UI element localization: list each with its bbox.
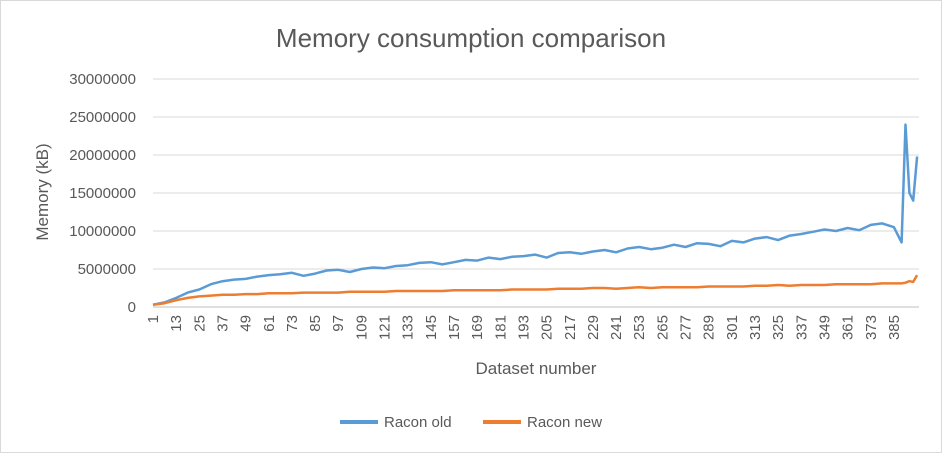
x-tick-label: 217 (562, 315, 579, 340)
x-tick-label: 61 (261, 315, 278, 332)
x-tick-label: 277 (678, 315, 695, 340)
x-tick-label: 181 (492, 315, 509, 340)
x-tick-label: 349 (816, 315, 833, 340)
x-tick-label: 49 (238, 315, 255, 332)
x-tick-label: 265 (654, 315, 671, 340)
x-tick-label: 301 (724, 315, 741, 340)
series-lines (152, 123, 919, 306)
x-tick-label: 289 (701, 315, 718, 340)
x-tick-label: 157 (446, 315, 463, 340)
x-tick-label: 37 (214, 315, 231, 332)
x-tick-label: 313 (747, 315, 764, 340)
legend-label-racon-new: Racon new (527, 414, 602, 431)
x-tick-label: 205 (539, 315, 556, 340)
legend: Racon old Racon new (340, 414, 602, 431)
x-tick-label: 229 (585, 315, 602, 340)
x-tick-label: 193 (515, 315, 532, 340)
x-tick-label: 241 (608, 315, 625, 340)
y-tick-label: 0 (128, 299, 136, 316)
x-axis-ticks: 1 13 25 37 49 61 73 85 97 109 121 133 145 157 169 181 19… (145, 315, 903, 340)
x-tick-label: 73 (284, 315, 301, 332)
x-axis-title: Dataset number (476, 359, 597, 378)
y-tick-label: 5000000 (78, 261, 136, 278)
y-tick-label: 10000000 (69, 223, 136, 240)
y-axis-title: Memory (kB) (33, 143, 52, 240)
x-tick-label: 325 (770, 315, 787, 340)
series-line-racon-new (152, 274, 919, 306)
x-tick-label: 97 (330, 315, 347, 332)
legend-label-racon-old: Racon old (384, 414, 452, 431)
x-tick-label: 85 (307, 315, 324, 332)
x-tick-label: 145 (423, 315, 440, 340)
chart-title: Memory consumption comparison (276, 23, 666, 53)
gridlines (153, 78, 919, 270)
x-tick-label: 121 (377, 315, 394, 340)
y-tick-label: 15000000 (69, 185, 136, 202)
x-tick-label: 133 (400, 315, 417, 340)
x-tick-label: 253 (631, 315, 648, 340)
y-tick-label: 30000000 (69, 71, 136, 88)
x-tick-label: 1 (145, 315, 162, 323)
x-tick-label: 373 (863, 315, 880, 340)
x-tick-label: 109 (353, 315, 370, 340)
x-tick-label: 361 (840, 315, 857, 340)
y-tick-label: 25000000 (69, 109, 136, 126)
y-axis-ticks: 0 5000000 10000000 15000000 20000000 25000000… (69, 71, 136, 316)
x-tick-label: 13 (168, 315, 185, 332)
x-tick-label: 169 (469, 315, 486, 340)
x-tick-label: 337 (793, 315, 810, 340)
x-tick-label: 25 (191, 315, 208, 332)
x-tick-label: 385 (886, 315, 903, 340)
y-tick-label: 20000000 (69, 147, 136, 164)
series-line-racon-old (152, 123, 919, 306)
